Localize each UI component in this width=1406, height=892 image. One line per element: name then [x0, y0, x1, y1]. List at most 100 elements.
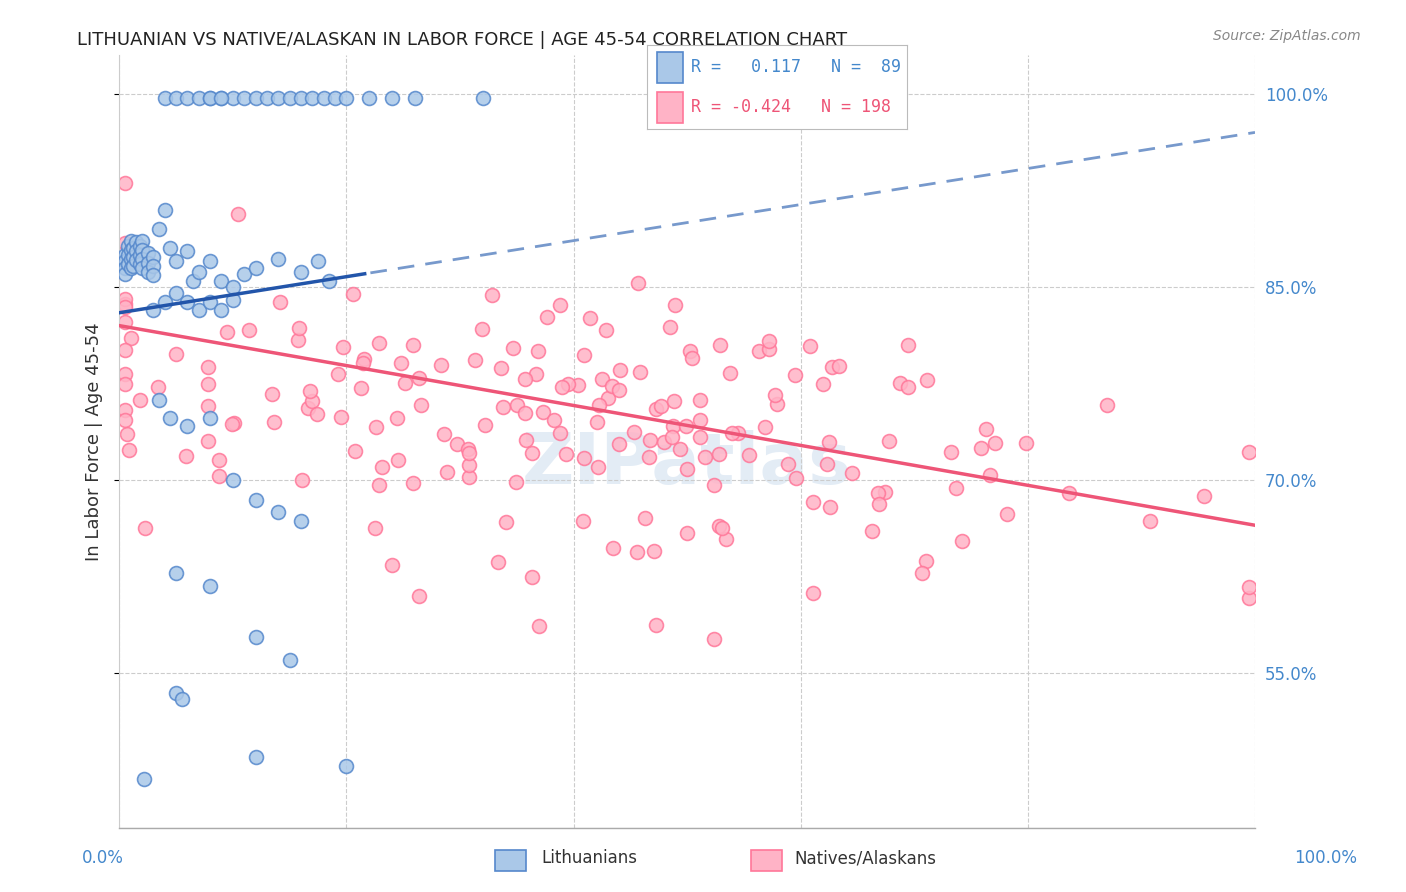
- Point: [176, 90, 198, 104]
- Point: [1015, 436, 1038, 450]
- Point: [269, 295, 291, 310]
- Point: [579, 311, 602, 326]
- Point: [664, 393, 686, 408]
- Point: [364, 521, 387, 535]
- Point: [436, 465, 458, 479]
- Point: [131, 252, 153, 266]
- Point: [513, 406, 536, 420]
- Point: [197, 360, 219, 375]
- Point: [627, 276, 650, 290]
- Point: [897, 380, 920, 394]
- Point: [352, 356, 374, 370]
- Point: [841, 467, 863, 481]
- Point: [567, 378, 589, 392]
- Point: [718, 366, 741, 380]
- Point: [245, 750, 267, 764]
- Point: [170, 692, 193, 706]
- Point: [527, 343, 550, 358]
- Point: [125, 252, 148, 267]
- Point: [524, 367, 547, 381]
- Point: [1239, 580, 1261, 594]
- Point: [148, 393, 170, 408]
- Point: [245, 630, 267, 644]
- Point: [765, 397, 787, 411]
- Point: [778, 457, 800, 471]
- Point: [174, 450, 197, 464]
- Point: [387, 452, 409, 467]
- Point: [153, 202, 176, 217]
- Point: [245, 260, 267, 275]
- Point: [211, 274, 233, 288]
- Point: [117, 427, 139, 442]
- Text: 0.0%: 0.0%: [82, 849, 124, 867]
- Point: [600, 379, 623, 393]
- Point: [323, 90, 346, 104]
- Point: [114, 300, 136, 314]
- Point: [224, 416, 246, 430]
- Point: [974, 422, 997, 436]
- Point: [142, 268, 165, 283]
- Text: Natives/Alaskans: Natives/Alaskans: [794, 849, 936, 867]
- Point: [408, 371, 430, 385]
- Point: [114, 260, 136, 275]
- Point: [211, 303, 233, 318]
- Point: [557, 376, 579, 391]
- Point: [522, 570, 544, 584]
- Point: [1192, 489, 1215, 503]
- Point: [801, 494, 824, 508]
- Point: [134, 521, 156, 535]
- Point: [471, 90, 494, 104]
- Point: [555, 447, 578, 461]
- Point: [263, 416, 285, 430]
- Point: [153, 90, 176, 104]
- Point: [676, 526, 699, 541]
- Point: [131, 243, 153, 257]
- Y-axis label: In Labor Force | Age 45-54: In Labor Force | Age 45-54: [86, 322, 103, 561]
- Point: [330, 409, 353, 424]
- Point: [877, 434, 900, 448]
- Point: [799, 339, 821, 353]
- Point: [114, 248, 136, 262]
- Point: [721, 426, 744, 441]
- Point: [211, 90, 233, 104]
- Point: [664, 298, 686, 312]
- Point: [332, 341, 354, 355]
- Point: [366, 420, 388, 434]
- Point: [489, 361, 512, 376]
- Point: [278, 653, 301, 667]
- Point: [543, 413, 565, 427]
- Point: [371, 460, 394, 475]
- Point: [114, 177, 136, 191]
- Point: [114, 315, 136, 329]
- Point: [381, 90, 404, 104]
- Point: [548, 298, 571, 312]
- Point: [457, 442, 479, 456]
- Point: [117, 257, 139, 271]
- Point: [1239, 591, 1261, 606]
- Point: [233, 90, 256, 104]
- Point: [458, 470, 481, 484]
- Point: [868, 498, 890, 512]
- Point: [136, 246, 159, 260]
- Point: [207, 453, 229, 467]
- Point: [226, 207, 249, 221]
- Point: [117, 239, 139, 253]
- Point: [783, 368, 806, 382]
- Point: [572, 514, 595, 528]
- Point: [401, 476, 423, 491]
- Point: [897, 338, 920, 352]
- Point: [165, 566, 187, 580]
- Point: [159, 241, 181, 255]
- Point: [531, 405, 554, 419]
- Point: [142, 251, 165, 265]
- Point: [125, 244, 148, 258]
- Point: [136, 255, 159, 269]
- Point: [889, 376, 911, 391]
- Point: [165, 90, 187, 104]
- Point: [394, 376, 416, 390]
- Point: [662, 418, 685, 433]
- Point: [945, 481, 967, 495]
- Point: [585, 415, 607, 429]
- Point: [645, 617, 668, 632]
- Point: [572, 451, 595, 466]
